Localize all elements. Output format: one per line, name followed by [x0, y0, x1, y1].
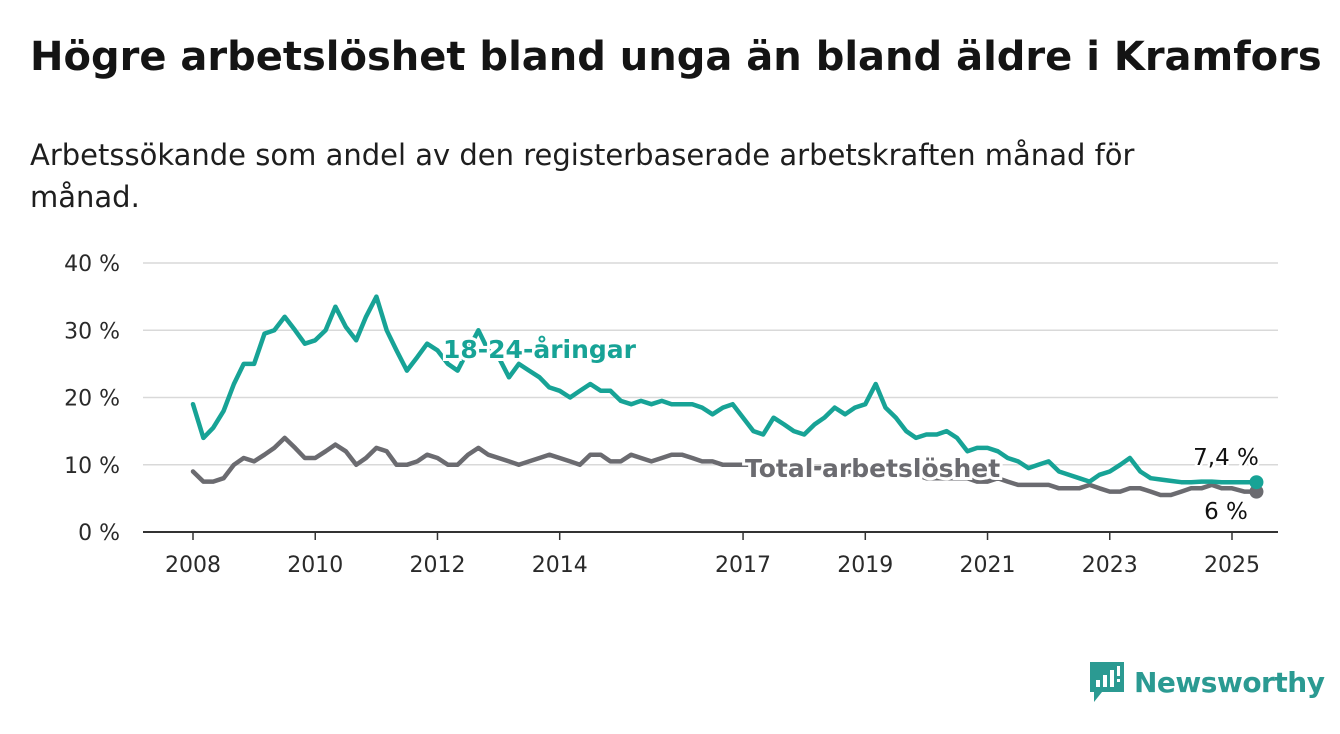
end-value-youth: 7,4 % [1193, 445, 1259, 471]
x-tick-label: 2012 [409, 553, 465, 578]
bar-chart-bubble-icon [1090, 662, 1124, 702]
series-line-0 [190, 294, 1259, 485]
series-line-1 [190, 435, 1259, 498]
y-axis: 0 % 10 % 20 % 30 % 40 % [64, 252, 120, 546]
brand-logo: Newsworthy [1088, 660, 1325, 704]
x-tick-label: 2014 [532, 553, 588, 578]
line-chart: 0 % 10 % 20 % 30 % 40 % 2008 2010 2012 2014 2017… [64, 252, 1278, 578]
y-tick-label: 20 % [64, 387, 120, 412]
x-tick-label: 2023 [1082, 553, 1138, 578]
y-tick-label: 30 % [64, 319, 120, 344]
series-labels: 18-24-åringar Total arbetslöshet 7,4 % 6 % [440, 332, 1261, 528]
end-value-total: 6 % [1204, 499, 1248, 525]
brand-name: Newsworthy [1134, 665, 1325, 699]
x-tick-label: 2017 [715, 553, 771, 578]
y-tick-label: 40 % [64, 252, 120, 277]
x-tick-label: 2019 [837, 553, 893, 578]
x-tick-label: 2025 [1204, 553, 1260, 578]
grid-lines [143, 262, 1278, 466]
series-label-total: Total arbetslöshet [745, 454, 1000, 483]
y-tick-label: 10 % [64, 454, 120, 479]
series-lines [190, 294, 1264, 499]
x-tick-label: 2010 [287, 553, 343, 578]
x-tick-label: 2021 [960, 553, 1016, 578]
chart-subtitle: Arbetssökande som andel av den registerb… [30, 138, 1135, 214]
series-end-point-0 [1249, 475, 1264, 490]
y-tick-label: 0 % [78, 521, 120, 546]
x-axis: 2008 2010 2012 2014 2017 2019 2021 2023 2025 [143, 531, 1278, 578]
x-tick-label: 2008 [165, 553, 221, 578]
chart-title: Högre arbetslöshet bland unga än bland ä… [30, 34, 1322, 80]
series-label-youth: 18-24-åringar [443, 335, 637, 364]
